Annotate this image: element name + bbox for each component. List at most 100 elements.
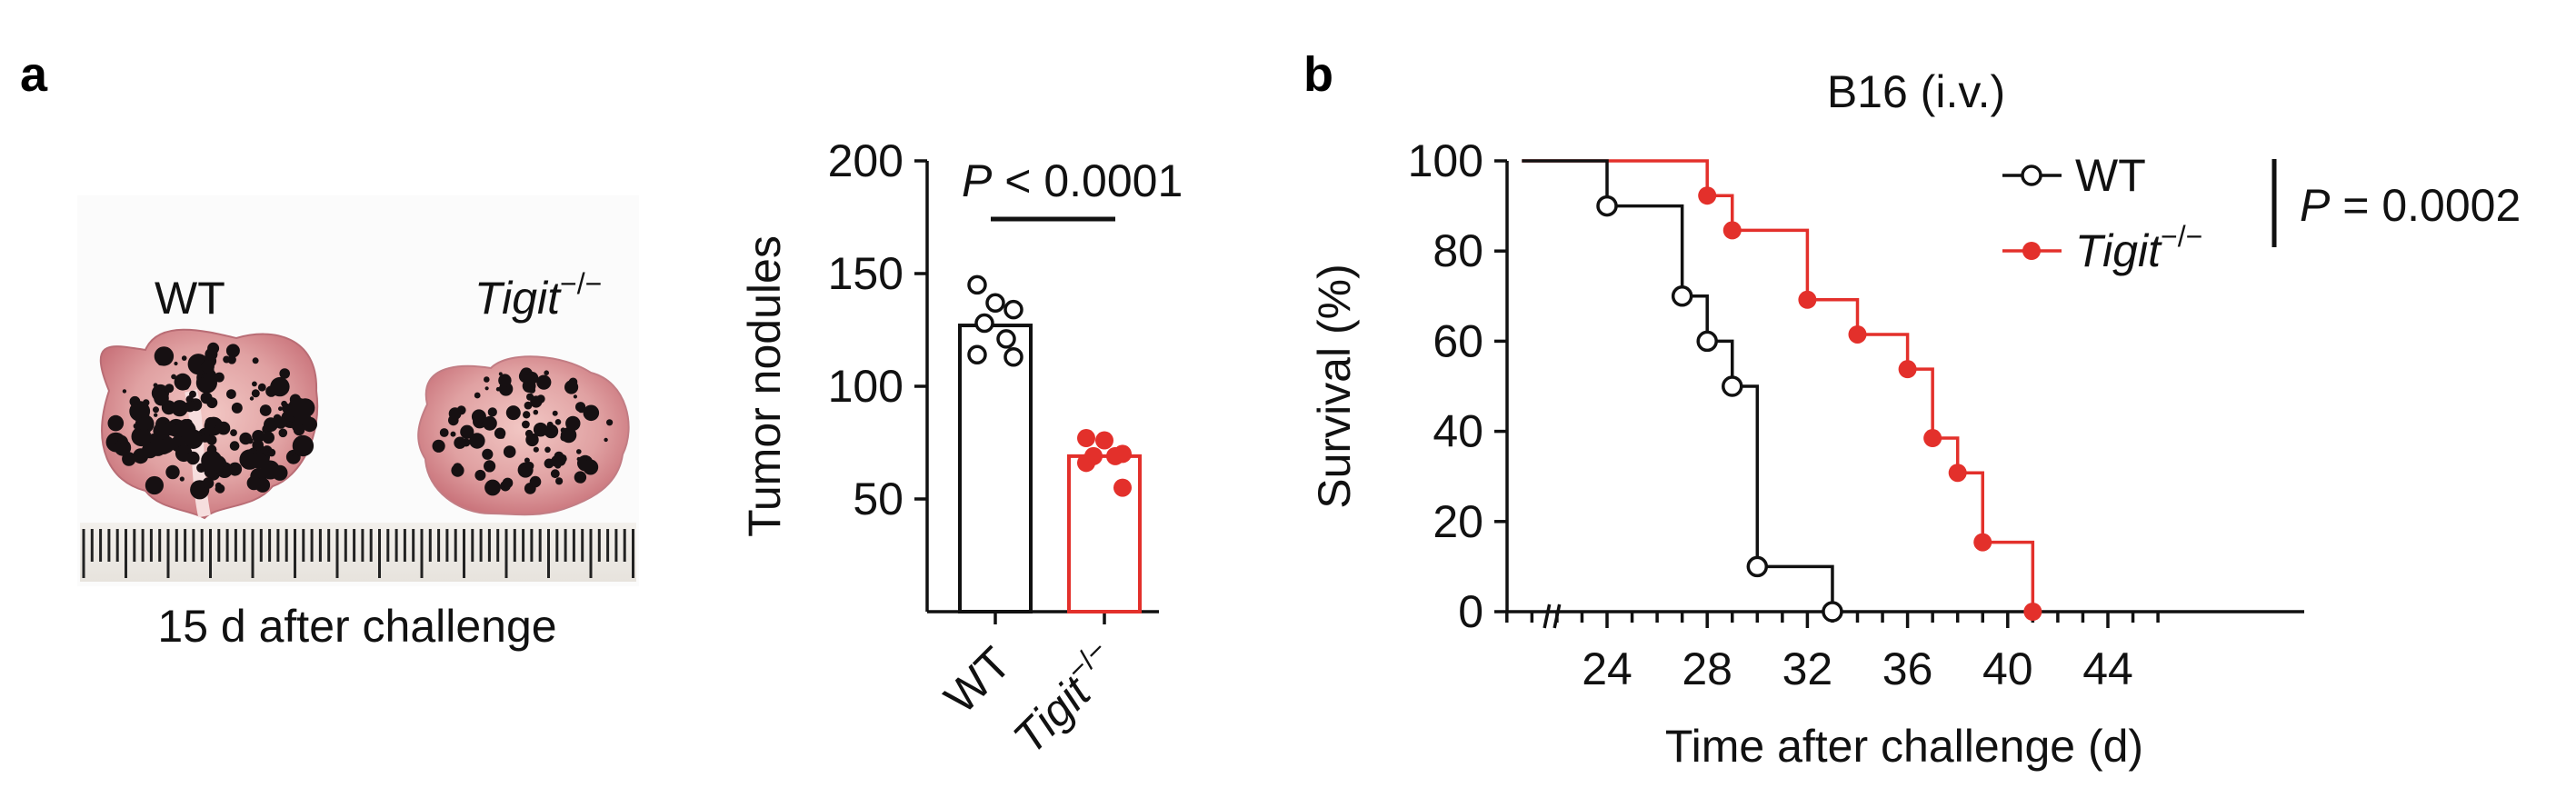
tumor-nodule: [484, 479, 501, 496]
tumor-nodule: [456, 405, 466, 415]
tumor-nodule: [460, 424, 474, 439]
tumor-nodule: [487, 407, 497, 417]
tumor-nodule: [260, 460, 280, 480]
tumor-nodule: [225, 344, 240, 358]
tumor-nodule: [189, 390, 196, 398]
survival-title: B16 (i.v.): [1827, 66, 2005, 117]
survival-x-tick-label: 32: [1782, 643, 1833, 694]
data-point-tigit: [1077, 429, 1095, 448]
tumor-nodule: [475, 434, 480, 440]
tumor-nodule: [524, 401, 533, 410]
tumor-nodule: [117, 437, 124, 444]
data-point-wt: [1003, 347, 1023, 367]
tumor-nodule: [533, 422, 548, 437]
tumor-nodule: [223, 355, 231, 364]
survival-y-tick-label: 60: [1433, 315, 1483, 366]
legend-label: Tigit−/−: [2075, 220, 2202, 276]
survival-point-wt: [1746, 555, 1769, 578]
tumor-nodule: [137, 416, 152, 431]
tumor-nodule: [525, 372, 539, 384]
legend-label: WT: [2075, 150, 2146, 201]
tumor-nodule: [153, 422, 171, 441]
survival-x-tick-label: 40: [1982, 643, 2033, 694]
tumor-nodule: [560, 427, 566, 434]
survival-point-tigit: [1948, 464, 1967, 483]
survival-point-tigit: [1848, 324, 1867, 344]
survival-point-tigit: [1698, 186, 1717, 205]
tumor-nodule: [450, 431, 456, 437]
tumor-nodule: [469, 433, 485, 449]
photo-label-wt: WT: [155, 273, 225, 324]
axis-break-mark: [1543, 603, 1552, 629]
survival-point-tigit: [2023, 603, 2042, 621]
tumor-nodule: [153, 406, 159, 414]
tumor-nodule: [278, 406, 283, 412]
tumor-nodule: [484, 460, 496, 473]
bar-y-tick-label: 150: [828, 248, 904, 299]
tumor-nodule: [555, 477, 564, 485]
tumor-nodule: [550, 469, 560, 479]
tumor-nodule: [229, 441, 240, 451]
bar-significance-label: P < 0.0001: [962, 155, 1183, 206]
bar-y-tick-label: 50: [853, 474, 904, 524]
tumor-nodule: [536, 374, 552, 390]
tumor-nodule: [145, 475, 164, 495]
survival-point-tigit: [1798, 290, 1817, 309]
tumor-nodule: [474, 469, 486, 481]
survival-point-wt: [1696, 330, 1718, 353]
data-point-tigit: [1113, 478, 1132, 497]
tumor-nodule: [171, 400, 188, 417]
tumor-nodule: [202, 477, 215, 489]
tumor-nodule: [154, 346, 175, 366]
tumor-nodule: [230, 429, 237, 436]
survival-point-wt: [1671, 285, 1693, 307]
tumor-nodule: [477, 416, 484, 424]
tumor-nodule: [201, 360, 215, 374]
tumor-nodule: [281, 400, 287, 407]
tumor-nodule: [275, 416, 287, 429]
data-point-tigit: [1077, 454, 1095, 473]
tumor-nodule: [286, 421, 293, 427]
tumor-nodule: [474, 392, 481, 399]
tumor-nodule: [129, 401, 151, 422]
bar-y-tick-label: 200: [828, 135, 904, 186]
survival-y-tick-label: 20: [1433, 496, 1483, 547]
survival-significance-label: P = 0.0002: [2300, 180, 2521, 231]
bar-y-tick-label: 100: [828, 361, 904, 412]
survival-point-wt: [1722, 375, 1743, 397]
data-point-wt: [974, 313, 994, 334]
tumor-nodule: [533, 409, 539, 415]
tumor-nodule: [227, 355, 236, 364]
tumor-nodule: [252, 381, 257, 387]
tumor-nodule: [270, 376, 290, 397]
tumor-nodule: [525, 461, 534, 471]
data-point-tigit: [1095, 431, 1113, 450]
tumor-nodule: [107, 414, 125, 432]
tumor-nodule: [206, 397, 218, 409]
tumor-nodule: [483, 415, 497, 431]
photo-label-tigit: Tigit−/−: [474, 267, 602, 324]
survival-point-wt: [1596, 195, 1618, 217]
tumor-nodule: [200, 431, 205, 436]
tumor-nodule: [529, 475, 542, 488]
tumor-nodule: [554, 419, 562, 425]
survival-y-tick-label: 80: [1433, 225, 1483, 276]
survival-y-tick-label: 40: [1433, 406, 1483, 457]
bar-y-axis-label: Tumor nodules: [739, 235, 790, 537]
tumor-nodule: [264, 417, 278, 433]
tumor-nodule: [205, 416, 217, 429]
tumor-nodule: [432, 439, 445, 453]
tumor-nodule: [201, 450, 223, 472]
tumor-nodule: [122, 389, 127, 394]
ruler-ticks: [82, 529, 634, 578]
tumor-nodule: [174, 373, 192, 391]
panel-b-letter: b: [1303, 47, 1333, 102]
survival-x-tick-label: 44: [2082, 643, 2133, 694]
tumor-nodule: [165, 384, 175, 394]
tumor-nodule: [262, 431, 275, 444]
tumor-nodule: [278, 428, 288, 438]
legend-marker: [2021, 165, 2042, 186]
tumor-nodule: [484, 386, 489, 391]
tumor-nodule: [252, 357, 259, 364]
